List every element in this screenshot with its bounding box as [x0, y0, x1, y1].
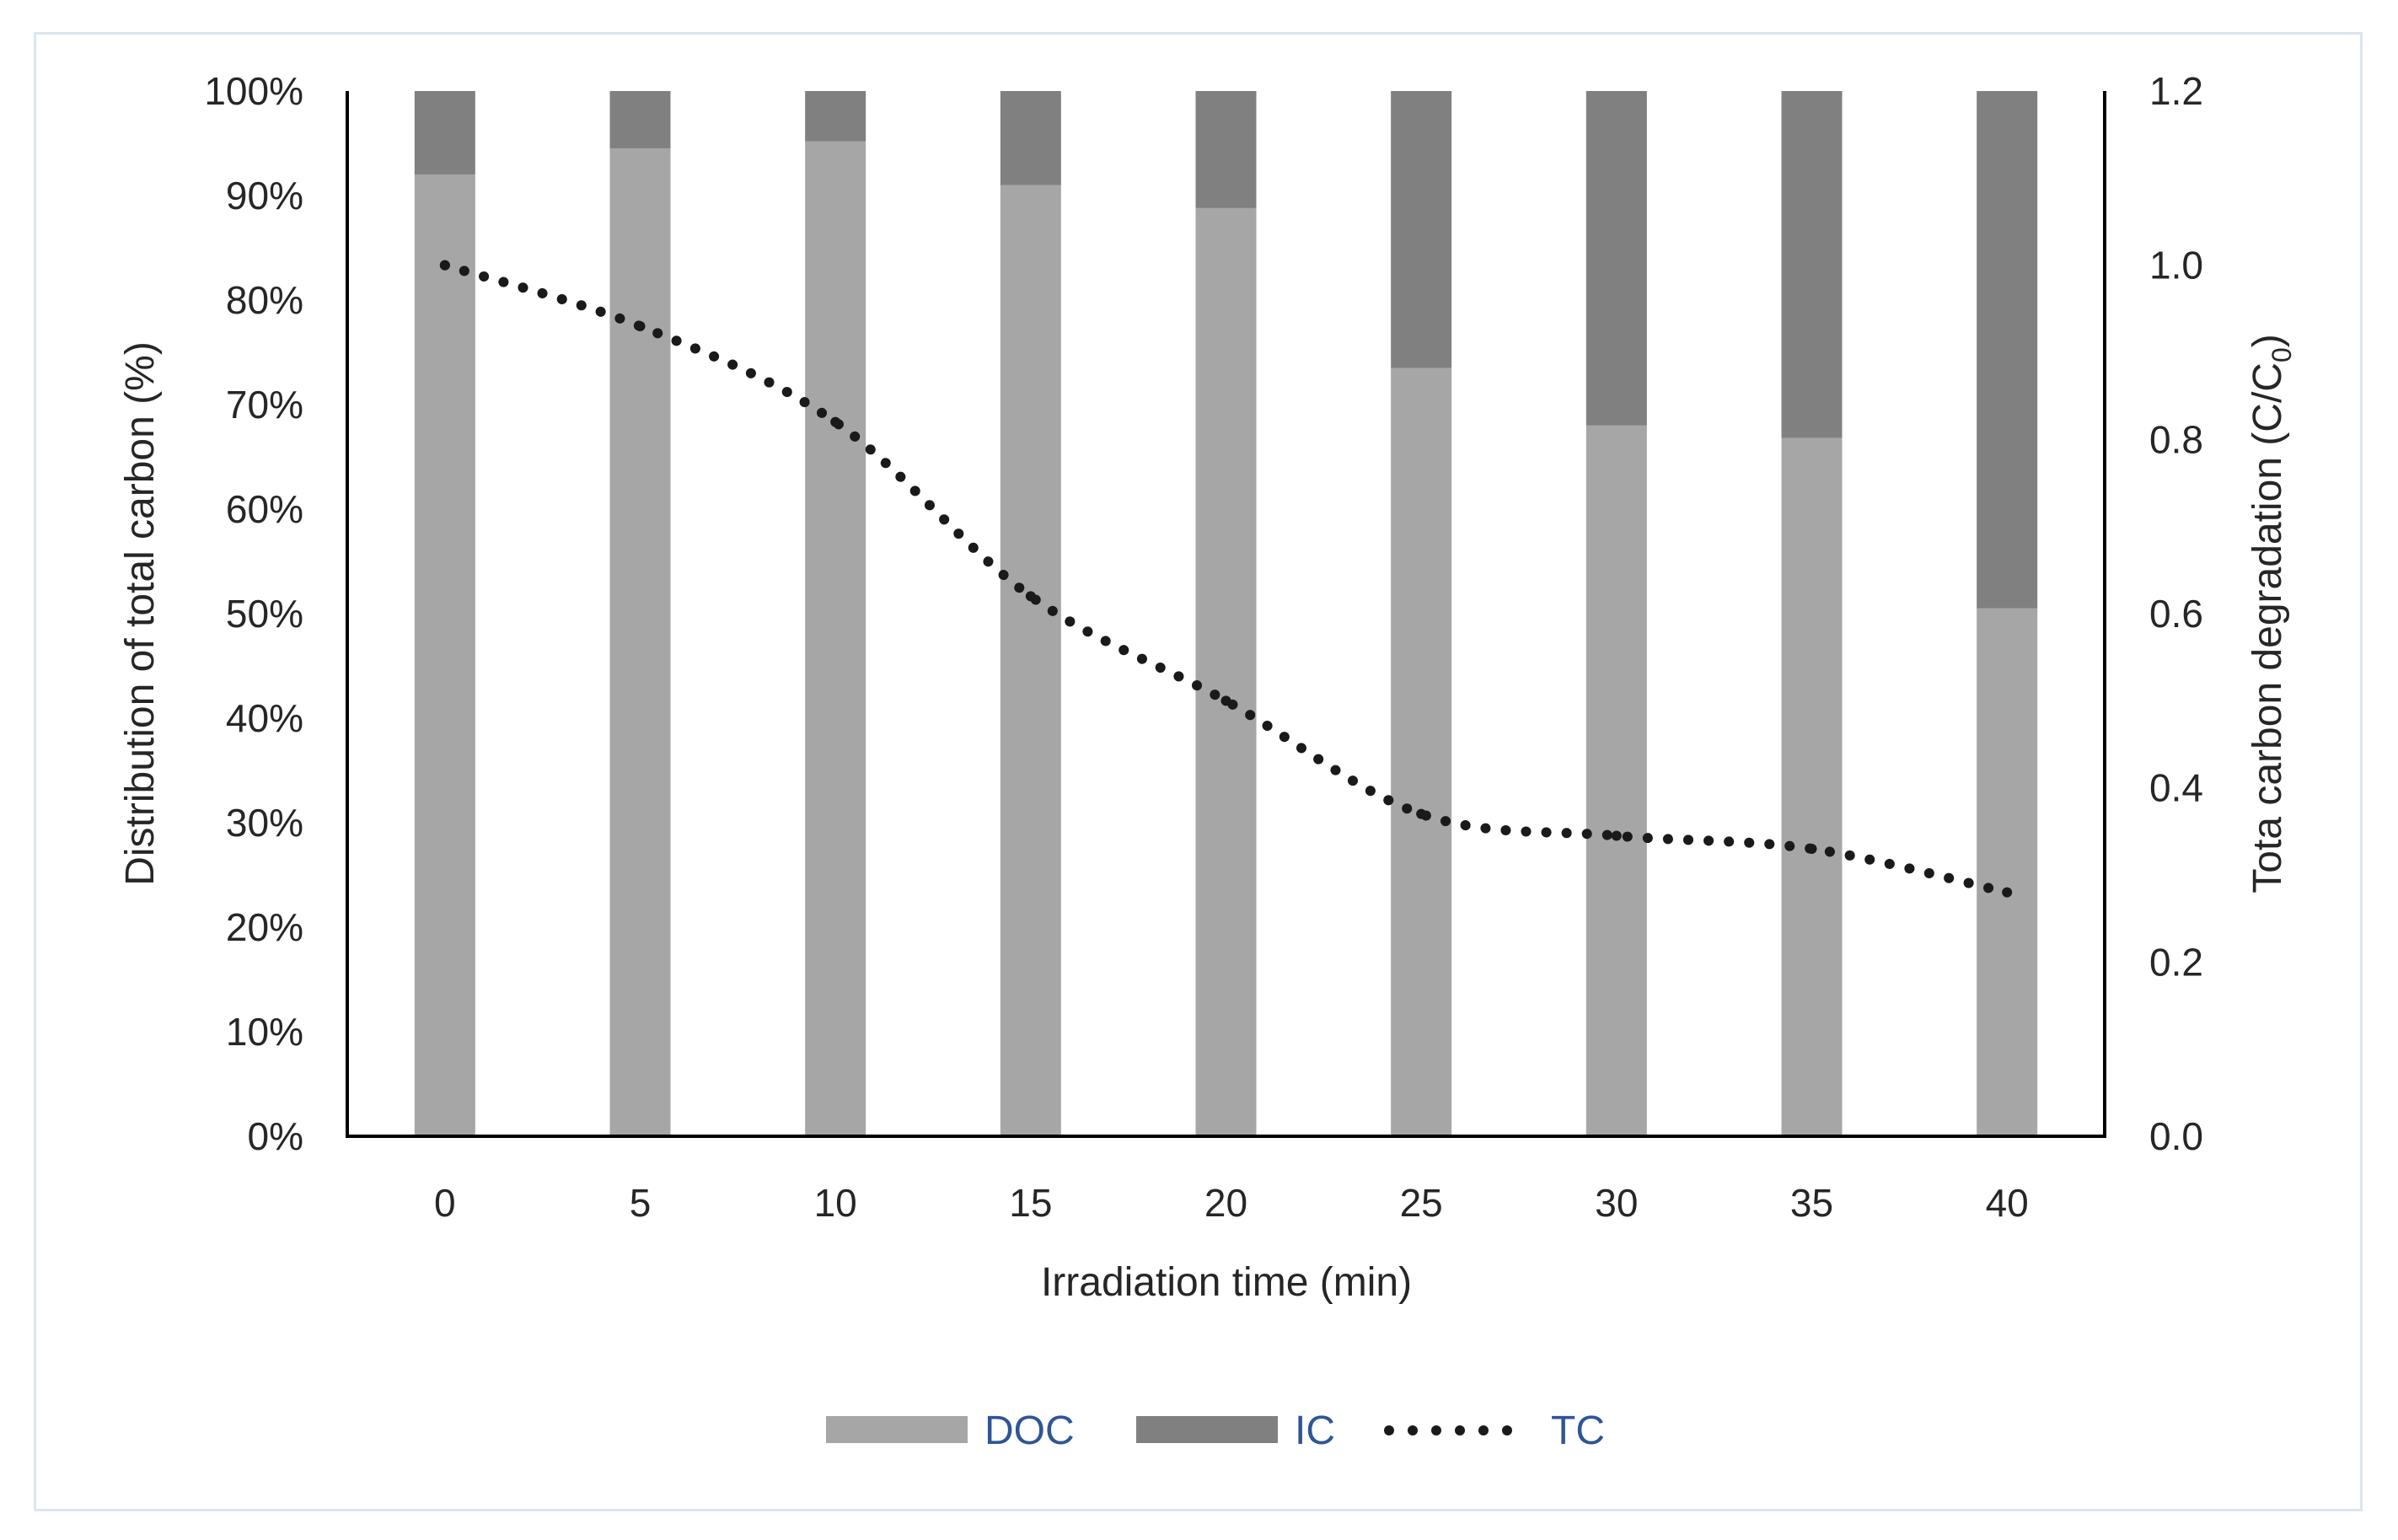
y2-axis-title-close: ) [2245, 334, 2290, 347]
bar-ic-5 [609, 91, 671, 149]
x-tick-label: 5 [630, 1181, 652, 1225]
bar-ic-15 [1000, 91, 1061, 185]
legend-swatch-tc [1384, 1425, 1512, 1435]
tc-point-20 [1220, 695, 1231, 706]
y2-tick-label: 0.0 [2149, 1114, 2203, 1158]
axes-layer [346, 91, 2106, 1138]
x-tick-label: 30 [1595, 1181, 1638, 1225]
legend-label-tc: TC [1551, 1409, 1605, 1453]
legend-swatch-ic [1136, 1416, 1278, 1443]
ticks-layer: 0% 10% 20% 30% 40% 50% 60% 70% 80% 90% 100% 0.0 0.2 0… [204, 69, 2203, 1225]
y-axis-title: Distribution of total carbon (%) [118, 341, 163, 886]
y2-axis-title-main: Tota carbon degradation (C/C [2245, 362, 2290, 893]
bar-doc-40 [1977, 608, 2038, 1136]
x-tick-label: 40 [1986, 1181, 2029, 1225]
legend-tc-dot [1502, 1425, 1512, 1435]
y2-tick-label: 0.8 [2149, 417, 2203, 461]
bar-ic-25 [1391, 91, 1452, 368]
y-tick-label: 100% [204, 69, 303, 113]
legend-tc-dot [1384, 1425, 1394, 1435]
y-tick-label: 50% [226, 592, 303, 636]
tc-point-25 [1416, 808, 1427, 819]
y2-tick-label: 1.0 [2149, 244, 2203, 287]
bar-ic-10 [805, 91, 866, 142]
bar-ic-0 [414, 91, 475, 175]
y-tick-label: 10% [226, 1010, 303, 1054]
tc-point-10 [830, 416, 841, 427]
y2-tick-label: 0.4 [2149, 766, 2203, 810]
y-tick-label: 80% [226, 278, 303, 322]
legend-tc-dot [1455, 1425, 1465, 1435]
y-tick-label: 30% [226, 801, 303, 845]
bar-doc-20 [1195, 207, 1257, 1136]
legend-swatch-doc [826, 1416, 968, 1443]
legend-label-ic: IC [1295, 1409, 1335, 1453]
bar-doc-10 [805, 141, 866, 1136]
legend-tc-dot [1408, 1425, 1418, 1435]
bars-layer [414, 91, 2038, 1137]
y2-tick-label: 0.2 [2149, 940, 2203, 984]
x-tick-label: 15 [1009, 1181, 1052, 1225]
x-tick-label: 35 [1790, 1181, 1833, 1225]
bar-ic-40 [1977, 91, 2038, 609]
legend-tc-dot [1478, 1425, 1489, 1435]
x-tick-label: 10 [814, 1181, 857, 1225]
legend-label-doc: DOC [984, 1409, 1075, 1453]
bar-doc-5 [609, 148, 671, 1137]
y2-tick-label: 1.2 [2149, 69, 2203, 113]
bar-doc-30 [1585, 425, 1647, 1136]
x-tick-label: 25 [1400, 1181, 1443, 1225]
bar-ic-20 [1195, 91, 1257, 208]
x-axis-title: Irradiation time (min) [1041, 1260, 1412, 1305]
y-tick-label: 20% [226, 905, 303, 949]
y2-axis-title-subscript: 0 [2267, 347, 2297, 362]
bar-doc-25 [1391, 368, 1452, 1137]
y-tick-label: 0% [248, 1114, 303, 1158]
tc-point-35 [1806, 844, 1817, 854]
tc-point-30 [1611, 830, 1622, 841]
legend: DOC IC TC [826, 1409, 1605, 1453]
y-tick-label: 40% [226, 696, 303, 740]
legend-tc-dot [1431, 1425, 1441, 1435]
bar-doc-35 [1781, 437, 1843, 1136]
tc-line-layer [439, 260, 2013, 898]
tc-point-40 [2002, 887, 2013, 898]
bar-doc-15 [1000, 185, 1061, 1137]
tc-point-5 [635, 321, 646, 331]
y2-tick-label: 0.6 [2149, 592, 2203, 636]
tc-point-15 [1025, 591, 1036, 602]
y-tick-label: 70% [226, 383, 303, 427]
y-tick-label: 90% [226, 174, 303, 217]
x-tick-label: 0 [434, 1181, 456, 1225]
y-tick-label: 60% [226, 487, 303, 531]
tc-point-0 [439, 260, 450, 271]
bar-doc-0 [414, 174, 475, 1137]
y2-axis-title: Tota carbon degradation (C/C0) [2245, 334, 2297, 893]
bar-ic-35 [1781, 91, 1843, 438]
bar-ic-30 [1585, 91, 1647, 426]
x-tick-label: 20 [1204, 1181, 1247, 1225]
